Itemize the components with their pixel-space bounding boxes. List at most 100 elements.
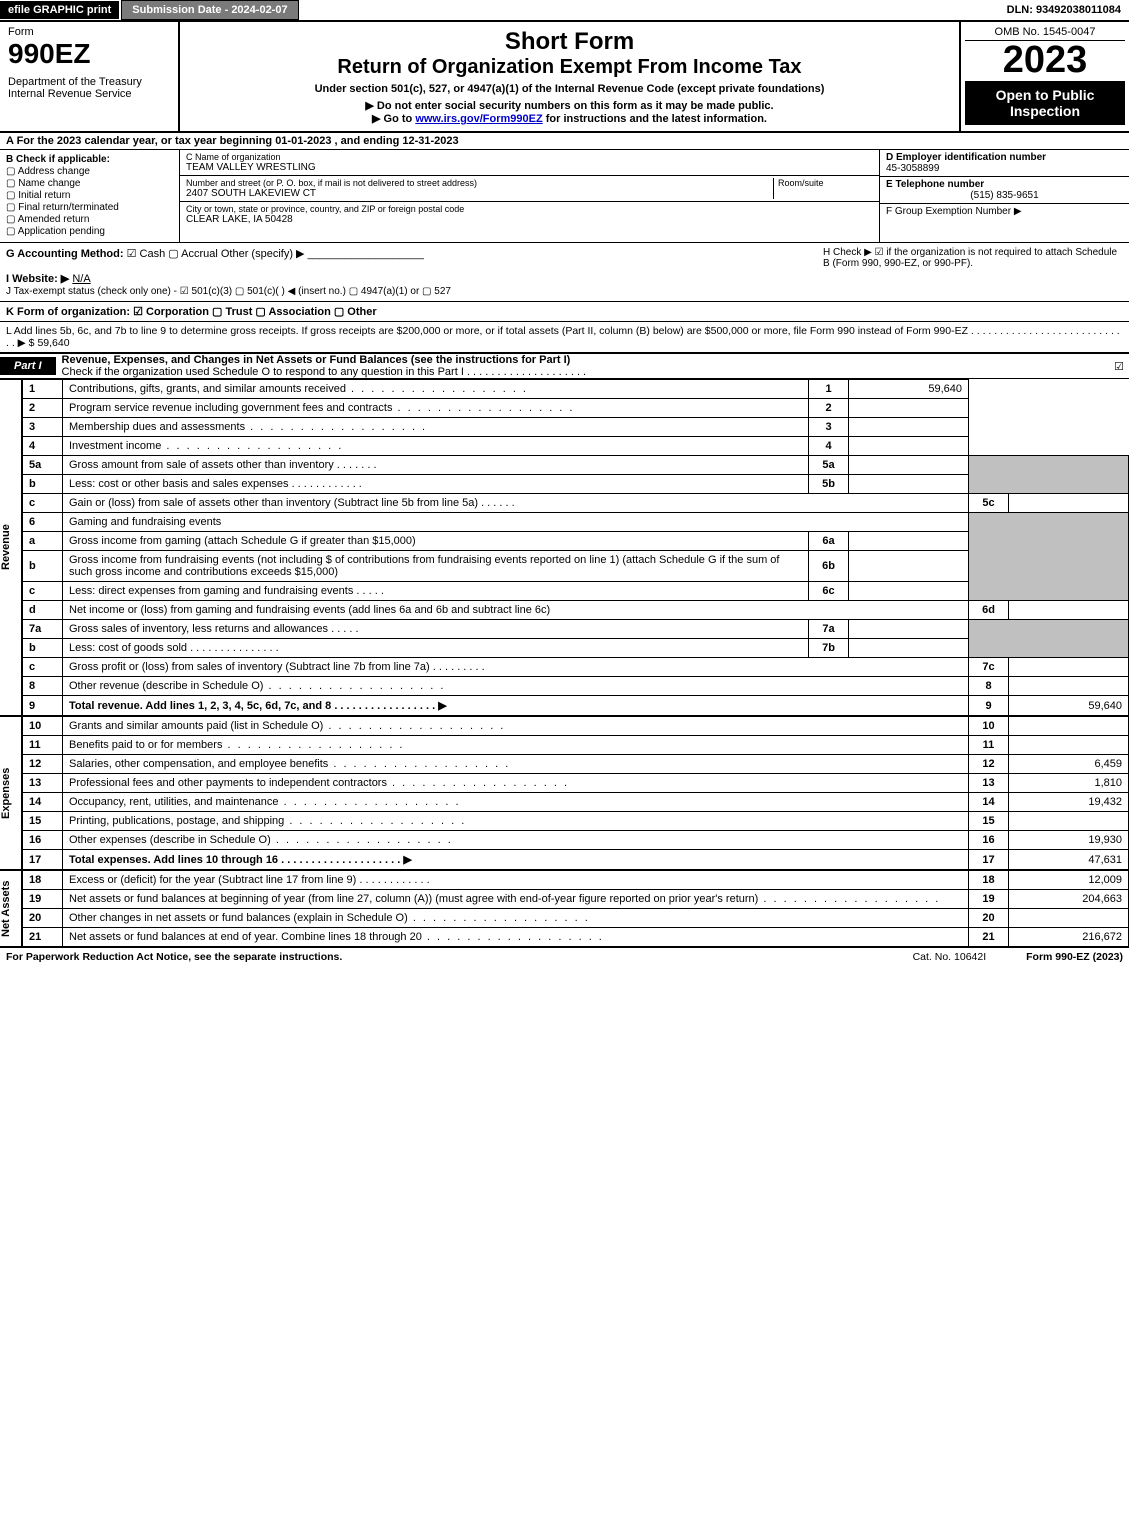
efile-print-label: efile GRAPHIC print: [0, 1, 119, 19]
info-grid: B Check if applicable: ▢ Address change …: [0, 150, 1129, 243]
line-7c: cGross profit or (loss) from sales of in…: [23, 658, 1129, 677]
line-18: 18Excess or (deficit) for the year (Subt…: [23, 871, 1129, 890]
line-5c: cGain or (loss) from sale of assets othe…: [23, 494, 1129, 513]
org-info: C Name of organization TEAM VALLEY WREST…: [180, 150, 879, 242]
checkbox-amended-return[interactable]: ▢ Amended return: [6, 214, 173, 225]
header-center: Short Form Return of Organization Exempt…: [180, 22, 959, 131]
form-header: Form 990EZ Department of the Treasury In…: [0, 22, 1129, 133]
ein: 45-3058899: [886, 163, 939, 174]
part-1-checkbox[interactable]: ☑: [1109, 360, 1129, 373]
line-15: 15Printing, publications, postage, and s…: [23, 812, 1129, 831]
i-label: I Website: ▶: [6, 273, 69, 285]
line-4: 4Investment income4: [23, 437, 1129, 456]
j-tax-exempt: J Tax-exempt status (check only one) - ☑…: [6, 286, 451, 297]
c-label: C Name of organization: [186, 152, 873, 162]
line-6a: aGross income from gaming (attach Schedu…: [23, 532, 1129, 551]
line-14: 14Occupancy, rent, utilities, and mainte…: [23, 793, 1129, 812]
org-address: 2407 SOUTH LAKEVIEW CT: [186, 188, 773, 199]
line-6c: cLess: direct expenses from gaming and f…: [23, 582, 1129, 601]
checkbox-final-return[interactable]: ▢ Final return/terminated: [6, 202, 173, 213]
line-3: 3Membership dues and assessments3: [23, 418, 1129, 437]
instructions-note: ▶ Go to www.irs.gov/Form990EZ for instru…: [190, 112, 949, 125]
form-footer-label: Form 990-EZ (2023): [1026, 951, 1123, 963]
revenue-section: Revenue 1Contributions, gifts, grants, a…: [0, 379, 1129, 716]
line-17: 17Total expenses. Add lines 10 through 1…: [23, 850, 1129, 870]
short-form-label: Short Form: [190, 28, 949, 56]
d-label: D Employer identification number: [886, 152, 1046, 163]
line-5a: 5aGross amount from sale of assets other…: [23, 456, 1129, 475]
line-6: 6Gaming and fundraising events: [23, 513, 1129, 532]
net-assets-side-label: Net Assets: [0, 870, 22, 947]
line-13: 13Professional fees and other payments t…: [23, 774, 1129, 793]
form-number: 990EZ: [8, 38, 170, 70]
net-assets-section: Net Assets 18Excess or (deficit) for the…: [0, 870, 1129, 947]
other-specify: Other (specify) ▶: [221, 248, 305, 260]
accrual-checkbox[interactable]: ▢ Accrual: [168, 248, 218, 260]
line-1: 1Contributions, gifts, grants, and simil…: [23, 380, 1129, 399]
expenses-section: Expenses 10Grants and similar amounts pa…: [0, 716, 1129, 870]
row-k: K Form of organization: ☑ Corporation ▢ …: [0, 302, 1129, 322]
checkbox-name-change[interactable]: ▢ Name change: [6, 178, 173, 189]
line-10: 10Grants and similar amounts paid (list …: [23, 717, 1129, 736]
h-schedule-b-note: H Check ▶ ☑ if the organization is not r…: [823, 247, 1123, 297]
submission-date-label: Submission Date - 2024-02-07: [121, 0, 298, 20]
paperwork-notice: For Paperwork Reduction Act Notice, see …: [6, 951, 913, 963]
line-7a: 7aGross sales of inventory, less returns…: [23, 620, 1129, 639]
gross-receipts-amount: 59,640: [37, 337, 69, 349]
row-a-tax-year: A For the 2023 calendar year, or tax yea…: [0, 133, 1129, 150]
revenue-side-label: Revenue: [0, 379, 22, 716]
ssn-warning: ▶ Do not enter social security numbers o…: [190, 99, 949, 112]
line-9: 9Total revenue. Add lines 1, 2, 3, 4, 5c…: [23, 696, 1129, 716]
line-6b: bGross income from fundraising events (n…: [23, 551, 1129, 582]
expenses-table: 10Grants and similar amounts paid (list …: [22, 716, 1129, 870]
room-suite-label: Room/suite: [773, 178, 873, 199]
org-name: TEAM VALLEY WRESTLING: [186, 162, 873, 173]
line-8: 8Other revenue (describe in Schedule O)8: [23, 677, 1129, 696]
tax-year: 2023: [965, 41, 1125, 79]
e-label: E Telephone number: [886, 179, 984, 190]
line-19: 19Net assets or fund balances at beginni…: [23, 890, 1129, 909]
dln-label: DLN: 93492038011084: [999, 1, 1129, 19]
open-to-public: Open to Public Inspection: [965, 81, 1125, 125]
accounting-method-label: G Accounting Method:: [6, 248, 124, 260]
line-2: 2Program service revenue including gover…: [23, 399, 1129, 418]
employer-info: D Employer identification number 45-3058…: [879, 150, 1129, 242]
form-subtitle: Under section 501(c), 527, or 4947(a)(1)…: [190, 83, 949, 95]
header-right: OMB No. 1545-0047 2023 Open to Public In…: [959, 22, 1129, 131]
topbar: efile GRAPHIC print Submission Date - 20…: [0, 0, 1129, 22]
part-1-title: Revenue, Expenses, and Changes in Net As…: [62, 354, 1109, 378]
form-word: Form: [8, 26, 170, 38]
expenses-side-label: Expenses: [0, 716, 22, 870]
checkbox-address-change[interactable]: ▢ Address change: [6, 166, 173, 177]
line-20: 20Other changes in net assets or fund ba…: [23, 909, 1129, 928]
header-left: Form 990EZ Department of the Treasury In…: [0, 22, 180, 131]
part-1-tag: Part I: [0, 357, 56, 375]
checkbox-application-pending[interactable]: ▢ Application pending: [6, 226, 173, 237]
row-g-h: G Accounting Method: ☑ Cash ▢ Accrual Ot…: [0, 243, 1129, 302]
line-5b: bLess: cost or other basis and sales exp…: [23, 475, 1129, 494]
form-title: Return of Organization Exempt From Incom…: [190, 56, 949, 79]
line-7b: bLess: cost of goods sold . . . . . . . …: [23, 639, 1129, 658]
cash-checkbox[interactable]: ☑ Cash: [127, 248, 166, 260]
addr-label: Number and street (or P. O. box, if mail…: [186, 178, 773, 188]
line-12: 12Salaries, other compensation, and empl…: [23, 755, 1129, 774]
city-label: City or town, state or province, country…: [186, 204, 873, 214]
department-label: Department of the Treasury Internal Reve…: [8, 76, 170, 100]
f-label: F Group Exemption Number ▶: [880, 204, 1129, 219]
phone: (515) 835-9651: [886, 190, 1123, 201]
row-l: L Add lines 5b, 6c, and 7b to line 9 to …: [0, 322, 1129, 354]
line-11: 11Benefits paid to or for members11: [23, 736, 1129, 755]
line-21: 21Net assets or fund balances at end of …: [23, 928, 1129, 947]
page-footer: For Paperwork Reduction Act Notice, see …: [0, 947, 1129, 966]
catalog-number: Cat. No. 10642I: [913, 951, 987, 963]
check-if-applicable: B Check if applicable: ▢ Address change …: [0, 150, 180, 242]
revenue-table: 1Contributions, gifts, grants, and simil…: [22, 379, 1129, 716]
part-1-header: Part I Revenue, Expenses, and Changes in…: [0, 354, 1129, 379]
org-city: CLEAR LAKE, IA 50428: [186, 214, 873, 225]
line-6d: dNet income or (loss) from gaming and fu…: [23, 601, 1129, 620]
net-assets-table: 18Excess or (deficit) for the year (Subt…: [22, 870, 1129, 947]
website-value: N/A: [72, 273, 90, 285]
irs-link[interactable]: www.irs.gov/Form990EZ: [415, 113, 542, 125]
line-16: 16Other expenses (describe in Schedule O…: [23, 831, 1129, 850]
checkbox-initial-return[interactable]: ▢ Initial return: [6, 190, 173, 201]
